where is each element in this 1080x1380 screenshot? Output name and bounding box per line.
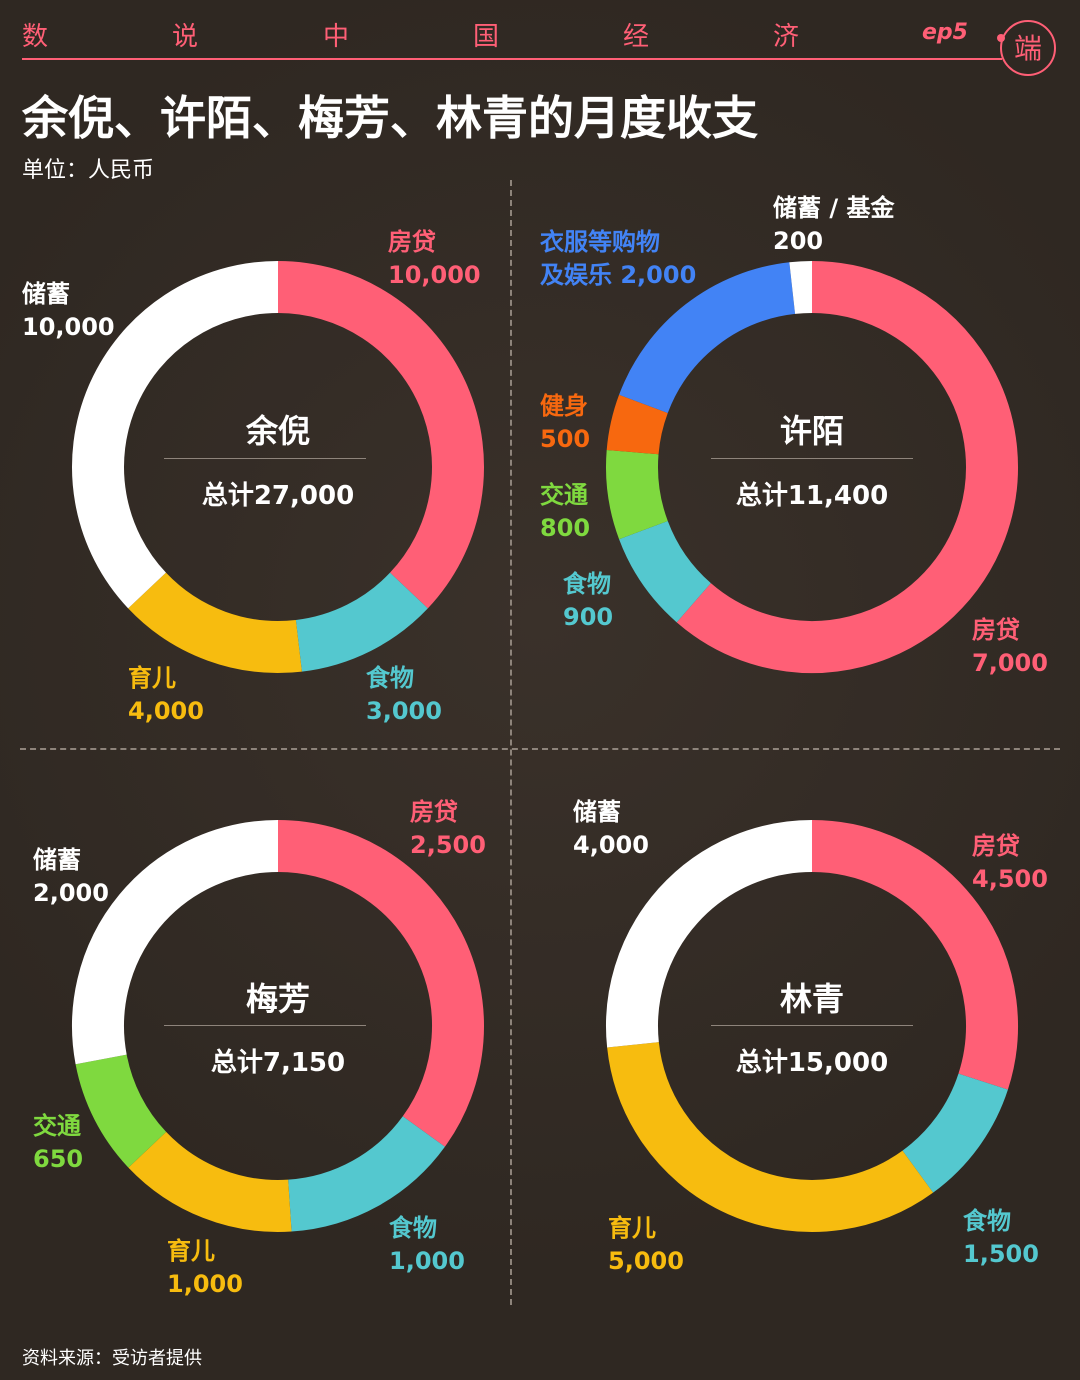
donut-panel-linqing: 林青 总计15,000 房贷 4,500 食物 1,500 育儿 5,000 储蓄 4,… [534,748,1074,1308]
donut-slice [128,1131,292,1232]
slice-label-housing: 房贷 4,500 [972,832,1048,893]
donut-slice [72,820,279,1065]
slice-label-shopping: 衣服等购物 及娱乐 2,000 [540,228,697,289]
donut-slice [277,820,484,1147]
slice-label-fitness: 健身 500 [540,392,591,453]
slice-label-savings: 储蓄 10,000 [22,280,115,341]
series-char: 数 [22,22,49,52]
donut-slice [128,572,302,673]
donut-slice [606,449,668,540]
svg-text:端: 端 [1014,32,1042,65]
series-char: 中 [323,22,350,52]
donut-slice [295,572,428,672]
donut-slice [619,262,796,414]
slice-label-housing: 房贷 2,500 [410,798,486,859]
donut-chart [72,820,484,1232]
donut-chart [606,261,1018,673]
series-header: 数 说 中 国 经 济 ep5 端 [0,0,1080,76]
person-name: 许陌 [779,412,844,450]
horizontal-divider [20,748,1060,750]
slice-label-food: 食物 3,000 [366,664,442,725]
center-divider [164,458,366,459]
center-divider [711,458,913,459]
person-name: 梅芳 [245,980,310,1018]
donut-chart [72,261,484,673]
slice-label-housing: 房贷 10,000 [388,228,481,289]
series-char: 国 [473,22,500,52]
slice-label-childcare: 育儿 1,000 [167,1237,243,1298]
slice-label-savings: 储蓄 / 基金 200 [773,194,895,255]
donut-slice [811,820,1018,1090]
donut-slice [607,1041,934,1232]
person-name: 余倪 [245,412,310,450]
donut-slice [902,1072,1008,1193]
vertical-divider [510,180,512,1305]
total-label: 总计7,150 [210,1048,346,1078]
slice-label-food: 食物 1,500 [963,1207,1039,1268]
series-char: 说 [172,22,199,52]
slice-label-transport: 交通 650 [33,1112,84,1173]
donut-slice [75,1053,167,1168]
episode-label: ep5 [922,20,968,45]
slice-label-savings: 储蓄 4,000 [573,798,649,859]
total-label: 总计27,000 [201,481,355,511]
slice-label-housing: 房贷 7,000 [972,616,1048,677]
header-rule [22,58,1002,60]
series-char: 济 [773,22,800,52]
source-note: 资料来源：受访者提供 [22,1348,202,1369]
donut-panel-yuni: 余倪 总计27,000 房贷 10,000 食物 3,000 育儿 4,000 储蓄 1… [0,190,540,750]
donut-slice [619,520,712,623]
page-title: 余倪、许陌、梅芳、林青的月度收支 [22,91,758,145]
brand-logo-icon: 端 [997,20,1056,76]
donut-panel-xumo: 许陌 总计11,400 房贷 7,000 食物 900 交通 800 健身 500 衣服… [534,190,1074,750]
total-label: 总计11,400 [735,481,889,511]
donut-chart [606,820,1018,1232]
donut-slice [606,394,669,455]
series-char: 经 [623,22,650,52]
slice-label-food: 食物 1,000 [389,1214,465,1275]
slice-label-food: 食物 900 [563,570,614,631]
donut-slice [789,261,813,314]
person-name: 林青 [779,980,844,1018]
donut-slice [676,261,1018,673]
donut-slice [287,1115,445,1232]
donut-slice [72,261,279,609]
slice-label-childcare: 育儿 5,000 [608,1214,684,1275]
unit-label: 单位：人民币 [22,158,155,183]
slice-label-childcare: 育儿 4,000 [128,664,204,725]
total-label: 总计15,000 [735,1048,889,1078]
slice-label-savings: 储蓄 2,000 [33,846,109,907]
center-divider [711,1025,913,1026]
center-divider [164,1025,366,1026]
donut-slice [606,820,813,1048]
donut-slice [277,261,484,609]
donut-panel-meifang: 梅芳 总计7,150 房贷 2,500 食物 1,000 育儿 1,000 交通 650… [0,748,540,1308]
slice-label-transport: 交通 800 [540,481,591,542]
